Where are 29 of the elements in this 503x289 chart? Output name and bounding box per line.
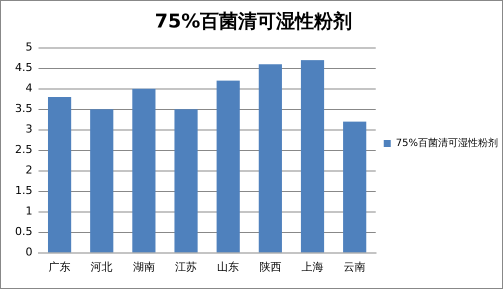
y-tick-label: 4.5 bbox=[14, 61, 32, 74]
bar bbox=[132, 88, 156, 252]
y-tick-label: 0.5 bbox=[14, 225, 32, 238]
y-tick-label: 3.5 bbox=[14, 102, 32, 116]
y-tick-label: 4 bbox=[25, 82, 32, 95]
x-tick-label: 陕西 bbox=[259, 260, 282, 274]
y-tick-label: 3 bbox=[25, 122, 32, 136]
x-tick-label: 云南 bbox=[344, 260, 366, 274]
bar bbox=[300, 60, 324, 252]
x-tick-label: 河北 bbox=[90, 260, 113, 274]
bar bbox=[343, 122, 366, 252]
bar bbox=[174, 109, 198, 252]
y-tick-label: 5 bbox=[25, 40, 32, 54]
y-tick-label: 1.5 bbox=[14, 184, 32, 198]
bar bbox=[258, 64, 282, 252]
bar bbox=[90, 109, 114, 252]
x-tick-label: 广东 bbox=[48, 260, 71, 274]
y-tick-label: 1 bbox=[25, 204, 32, 218]
y-tick-label: 2 bbox=[25, 164, 32, 177]
bar bbox=[48, 97, 72, 252]
legend-label: 75%百菌清可湿性粉剂 bbox=[396, 137, 498, 150]
x-tick-label: 江苏 bbox=[175, 260, 198, 274]
y-tick-label: 2.5 bbox=[14, 143, 32, 156]
x-tick-label: 上海 bbox=[302, 260, 324, 274]
x-tick-label: 山东 bbox=[217, 260, 240, 274]
chart-title: 75%百菌清可湿性粉剂 bbox=[154, 10, 352, 32]
x-tick-label: 湖南 bbox=[132, 260, 155, 274]
y-tick-label: 0 bbox=[25, 246, 32, 259]
bar bbox=[216, 80, 240, 252]
